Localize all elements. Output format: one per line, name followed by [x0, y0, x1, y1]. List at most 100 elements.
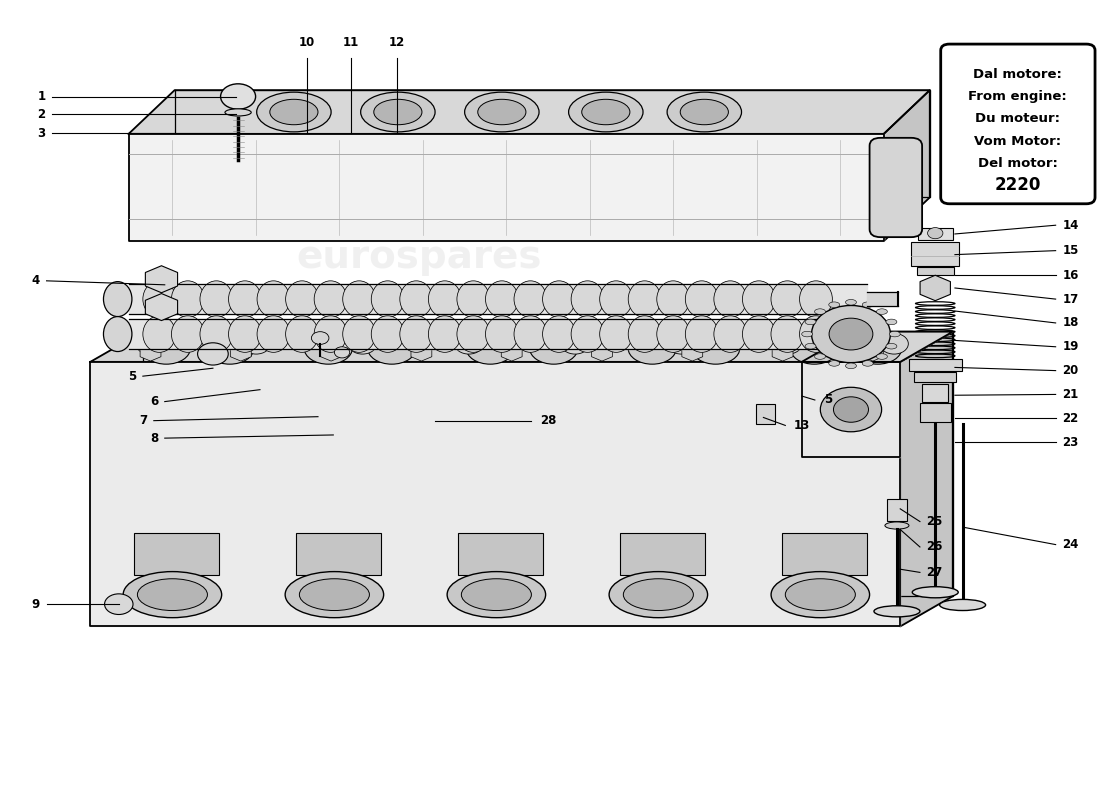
Circle shape — [834, 397, 869, 422]
Circle shape — [454, 334, 483, 354]
Ellipse shape — [874, 606, 920, 617]
Text: 6: 6 — [150, 395, 158, 408]
Ellipse shape — [846, 299, 857, 305]
Text: 18: 18 — [1063, 317, 1079, 330]
Ellipse shape — [884, 522, 909, 529]
Bar — [887, 498, 906, 521]
Text: 24: 24 — [1063, 538, 1079, 551]
Polygon shape — [90, 362, 900, 626]
Ellipse shape — [814, 309, 825, 314]
Ellipse shape — [361, 92, 436, 132]
Text: 2: 2 — [37, 107, 45, 121]
Ellipse shape — [315, 281, 346, 318]
Ellipse shape — [138, 578, 208, 610]
Ellipse shape — [542, 316, 575, 352]
Ellipse shape — [229, 281, 262, 318]
Ellipse shape — [854, 332, 902, 364]
Ellipse shape — [571, 281, 604, 318]
Text: Vom Motor:: Vom Motor: — [975, 134, 1062, 147]
Circle shape — [829, 318, 873, 350]
Ellipse shape — [372, 281, 404, 318]
Ellipse shape — [624, 578, 693, 610]
Text: From engine:: From engine: — [968, 90, 1067, 103]
Text: 5: 5 — [128, 370, 136, 382]
Ellipse shape — [771, 571, 870, 618]
Ellipse shape — [428, 281, 461, 318]
Polygon shape — [883, 90, 930, 241]
Bar — [782, 534, 868, 574]
Circle shape — [104, 594, 133, 614]
Ellipse shape — [103, 282, 132, 317]
Ellipse shape — [372, 316, 404, 352]
Bar — [914, 372, 956, 382]
Polygon shape — [143, 332, 953, 596]
Ellipse shape — [257, 316, 290, 352]
Ellipse shape — [143, 316, 176, 352]
Circle shape — [812, 306, 890, 362]
Text: 12: 12 — [388, 36, 405, 49]
Ellipse shape — [529, 332, 578, 364]
Ellipse shape — [142, 332, 190, 364]
Ellipse shape — [200, 316, 233, 352]
Circle shape — [349, 334, 376, 354]
Text: 22: 22 — [1063, 412, 1078, 425]
Ellipse shape — [685, 316, 718, 352]
Ellipse shape — [685, 281, 718, 318]
Ellipse shape — [514, 281, 547, 318]
Ellipse shape — [862, 302, 873, 307]
Ellipse shape — [172, 281, 205, 318]
Ellipse shape — [877, 354, 888, 359]
Bar — [756, 404, 775, 424]
Text: Du moteur:: Du moteur: — [976, 112, 1060, 126]
Circle shape — [242, 334, 271, 354]
Ellipse shape — [343, 281, 375, 318]
Circle shape — [927, 228, 943, 238]
Ellipse shape — [256, 92, 331, 132]
Ellipse shape — [143, 281, 176, 318]
Bar — [620, 534, 705, 574]
Ellipse shape — [103, 317, 132, 351]
Text: 23: 23 — [1063, 436, 1078, 449]
Text: 14: 14 — [1063, 218, 1079, 232]
Polygon shape — [175, 90, 929, 198]
Ellipse shape — [800, 316, 833, 352]
Bar — [458, 534, 543, 574]
Ellipse shape — [600, 281, 632, 318]
Ellipse shape — [456, 316, 490, 352]
Text: 20: 20 — [1063, 364, 1078, 377]
Circle shape — [221, 84, 255, 110]
Ellipse shape — [229, 316, 262, 352]
Text: 4: 4 — [32, 274, 40, 287]
Ellipse shape — [667, 92, 741, 132]
Text: 8: 8 — [150, 432, 158, 445]
Text: 13: 13 — [794, 419, 811, 432]
Text: 10: 10 — [299, 36, 316, 49]
Ellipse shape — [802, 331, 813, 337]
Ellipse shape — [800, 281, 833, 318]
Ellipse shape — [461, 578, 531, 610]
Ellipse shape — [742, 281, 775, 318]
Circle shape — [311, 332, 329, 344]
Ellipse shape — [172, 316, 205, 352]
Ellipse shape — [828, 302, 839, 307]
Text: eurospares: eurospares — [296, 238, 541, 276]
Text: 16: 16 — [1063, 269, 1079, 282]
Circle shape — [880, 334, 909, 354]
Text: 19: 19 — [1063, 340, 1079, 354]
Ellipse shape — [315, 316, 346, 352]
Text: 7: 7 — [139, 414, 147, 427]
Ellipse shape — [912, 586, 958, 598]
Text: 26: 26 — [926, 541, 943, 554]
Ellipse shape — [343, 316, 375, 352]
Ellipse shape — [428, 316, 461, 352]
Polygon shape — [129, 134, 883, 241]
Bar — [911, 242, 959, 266]
Bar — [909, 358, 961, 370]
Text: 9: 9 — [32, 598, 40, 610]
Text: Dal motore:: Dal motore: — [974, 68, 1063, 81]
Ellipse shape — [609, 571, 707, 618]
Ellipse shape — [886, 319, 896, 325]
FancyBboxPatch shape — [870, 138, 922, 237]
Polygon shape — [802, 362, 900, 457]
Text: 11: 11 — [343, 36, 359, 49]
